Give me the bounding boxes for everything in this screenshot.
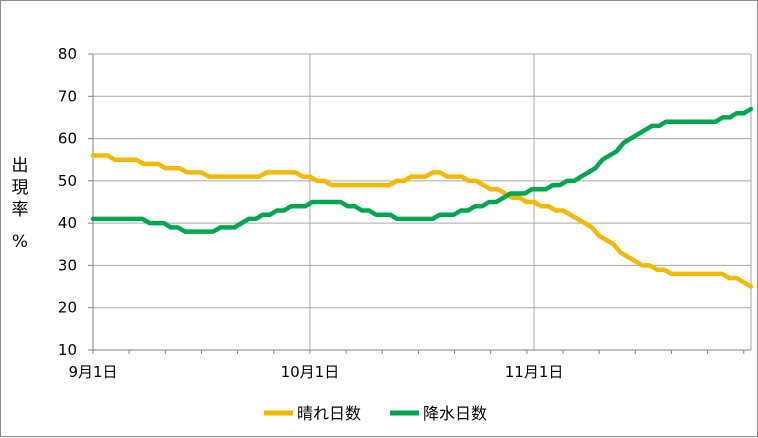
y-tick-label: 50	[58, 172, 77, 190]
y-axis-label: 出 現 率 %	[12, 156, 29, 252]
y-tick-label: 70	[58, 87, 77, 105]
legend-label-rain: 降水日数	[423, 404, 487, 423]
y-tick-label: 30	[58, 256, 77, 274]
series-group	[90, 106, 754, 289]
x-tick-label: 10月1日	[281, 363, 340, 381]
legend: 晴れ日数 降水日数	[264, 404, 487, 423]
y-tick-label: 80	[58, 45, 77, 63]
y-axis-ticks: 10 20 30 40 50 60 70 80	[58, 45, 93, 359]
y-tick-label: 60	[58, 130, 77, 148]
legend-label-sunny: 晴れ日数	[297, 404, 361, 423]
y-tick-label: 20	[58, 299, 77, 317]
series-line-sunny	[90, 153, 754, 289]
grid	[93, 53, 752, 350]
y-tick-label: 10	[58, 341, 77, 359]
x-axis-ticks: 9月1日 10月1日 11月1日	[68, 350, 745, 381]
y-axis-label-char-4: %	[12, 232, 28, 252]
y-axis-label-char-1: 出	[12, 156, 29, 176]
series-line-rain	[90, 106, 754, 234]
axes	[92, 54, 751, 351]
y-axis-label-char-3: 率	[12, 200, 29, 220]
y-axis-label-char-2: 現	[12, 178, 29, 198]
y-tick-label: 40	[58, 214, 77, 232]
x-tick-label: 9月1日	[68, 363, 117, 381]
x-tick-label: 11月1日	[505, 363, 564, 381]
